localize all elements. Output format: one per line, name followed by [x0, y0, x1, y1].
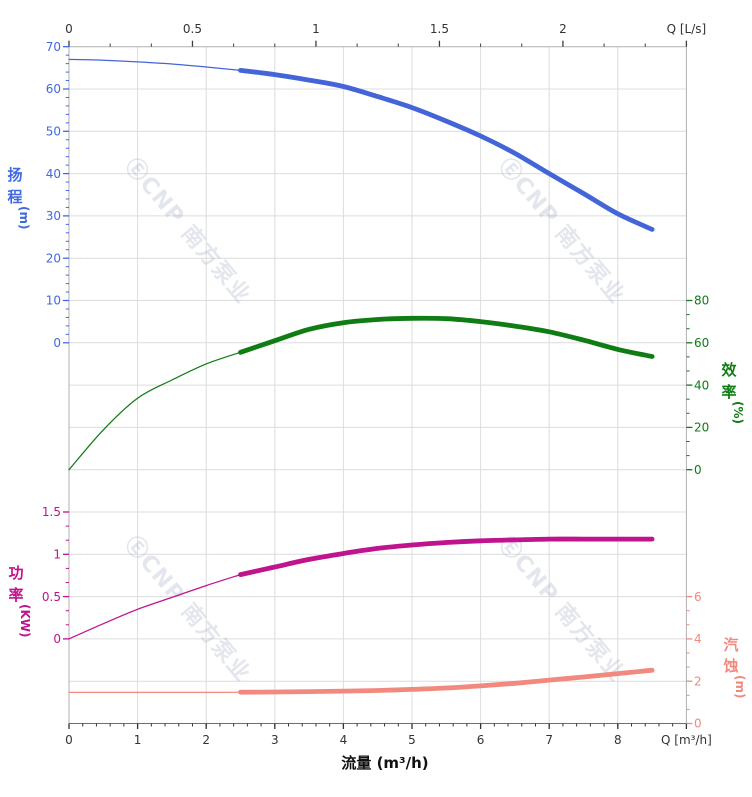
power-axis: 1.5 1 0.5 0 [42, 505, 69, 646]
bottom-axis-tick-label: 3 [271, 733, 279, 747]
power-axis-title-char: 功 [8, 564, 23, 582]
efficiency-tick-label: 60 [694, 336, 709, 350]
efficiency-axis-title-char: 率 [721, 383, 736, 401]
head-tick-label: 10 [46, 294, 61, 308]
watermark-text: ⒺCNP 南方泵业 [493, 153, 630, 309]
bottom-axis-tick-label: 1 [134, 733, 142, 747]
npsh-axis-title-unit: (m) [733, 675, 747, 698]
efficiency-curve-thick [238, 315, 655, 359]
efficiency-tick-label: 40 [694, 378, 709, 392]
power-tick-label: 0.5 [42, 590, 61, 604]
bottom-axis-tick-label: 7 [545, 733, 553, 747]
head-tick-label: 20 [46, 251, 61, 265]
top-axis-tick-label: 0.5 [183, 22, 202, 36]
power-axis-title-char: 率 [8, 586, 23, 604]
bottom-axis-tick-label: 8 [614, 733, 622, 747]
efficiency-tick-label: 20 [694, 421, 709, 435]
head-tick-label: 30 [46, 209, 61, 223]
head-axis: 70 60 50 40 30 20 10 0 [46, 40, 69, 350]
head-curve [68, 58, 655, 232]
power-axis-title: 功率(KW) [8, 564, 32, 638]
npsh-axis-title-char: 汽 [723, 636, 738, 654]
power-axis-title-unit: (KW) [18, 604, 32, 638]
npsh-tick-label: 0 [694, 717, 702, 731]
head-axis-title-char: 扬 [7, 166, 22, 184]
bottom-axis-tick-label: 6 [477, 733, 485, 747]
x-axis-title: 流量 (m³/h) [341, 754, 428, 772]
power-tick-label: 0 [53, 632, 61, 646]
efficiency-axis-title-unit: (%) [731, 401, 745, 424]
npsh-axis-title-char: 蚀 [722, 657, 738, 675]
bottom-axis-tick-label: 0 [65, 733, 73, 747]
efficiency-axis: 80 60 40 20 0 [686, 294, 709, 477]
x-axis-top: 0 0.5 1 1.5 2 Q [L/s] [65, 22, 706, 47]
head-tick-label: 40 [46, 167, 61, 181]
npsh-curve [68, 667, 655, 695]
npsh-axis-title: 汽蚀(m) [722, 636, 747, 698]
npsh-tick-label: 4 [694, 632, 702, 646]
top-axis-tick-label: 2 [559, 22, 567, 36]
efficiency-tick-label: 0 [694, 463, 702, 477]
power-curve-thick [238, 536, 655, 577]
x-axis-bottom: 0 1 2 3 4 5 6 7 8 Q [m³/h] 流量 (m³/h) [65, 723, 712, 772]
head-curve-thin [68, 58, 242, 72]
gridlines [69, 46, 687, 724]
power-tick-label: 1.5 [42, 505, 61, 519]
efficiency-axis-title: 效率(%) [721, 361, 745, 424]
bottom-axis-tick-label: 4 [340, 733, 348, 747]
head-curve-thick [238, 68, 655, 232]
efficiency-axis-title-char: 效 [721, 361, 737, 379]
npsh-curve-thick [238, 667, 655, 695]
bottom-axis-unit-label: Q [m³/h] [661, 733, 712, 747]
head-tick-label: 70 [46, 40, 61, 54]
npsh-tick-label: 2 [694, 674, 702, 688]
power-curve-thin [68, 573, 242, 640]
top-axis-unit-label: Q [L/s] [667, 22, 707, 36]
top-axis-tick-label: 1 [312, 22, 320, 36]
head-tick-label: 50 [46, 125, 61, 139]
head-axis-title-char: 程 [7, 188, 22, 206]
top-axis-tick-label: 1.5 [430, 22, 449, 36]
head-axis-title-unit: (m) [17, 206, 31, 229]
power-tick-label: 1 [53, 548, 61, 562]
top-axis-tick-label: 0 [65, 22, 73, 36]
efficiency-tick-label: 80 [694, 294, 709, 308]
head-axis-title: 扬程(m) [7, 166, 31, 229]
head-tick-label: 0 [53, 336, 61, 350]
bottom-axis-tick-label: 5 [408, 733, 416, 747]
efficiency-curve [68, 315, 655, 471]
npsh-tick-label: 6 [694, 590, 702, 604]
head-tick-label: 60 [46, 82, 61, 96]
bottom-axis-tick-label: 2 [202, 733, 210, 747]
watermark-text: ⒺCNP 南方泵业 [119, 153, 256, 309]
power-curve [68, 536, 655, 640]
npsh-axis: 6 4 2 0 [686, 590, 702, 731]
efficiency-curve-thin [68, 351, 242, 471]
